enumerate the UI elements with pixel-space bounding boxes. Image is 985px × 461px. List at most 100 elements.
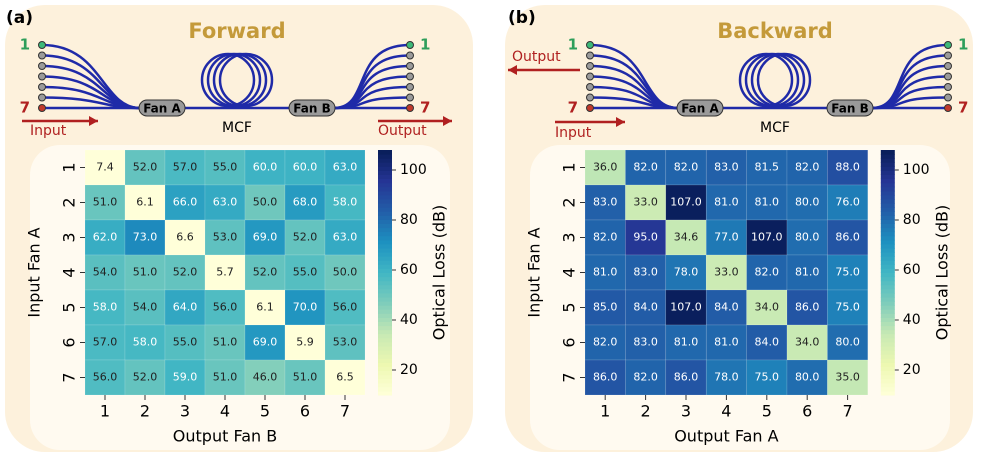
colorbar-segment xyxy=(881,346,895,351)
colorbar-segment xyxy=(881,244,895,249)
y-tick-label: 4 xyxy=(60,267,79,277)
port xyxy=(587,84,594,91)
cell-label: 52.0 xyxy=(173,266,198,279)
cell-label: 63.0 xyxy=(213,196,238,209)
colorbar-segment xyxy=(881,375,895,380)
colorbar-segment xyxy=(378,199,392,204)
port-first: 1 xyxy=(568,36,578,54)
cell-label: 78.0 xyxy=(714,371,739,384)
colorbar-segment xyxy=(881,297,895,302)
y-axis-label: Input Fan A xyxy=(525,227,544,317)
cell-label: 81.0 xyxy=(714,336,739,349)
cell-label: 64.0 xyxy=(173,301,198,314)
colorbar-segment xyxy=(881,240,895,245)
cell-label: 36.0 xyxy=(593,161,618,174)
colorbar-segment xyxy=(378,166,392,171)
colorbar-segment xyxy=(378,281,392,286)
cell-label: 107.0 xyxy=(670,196,702,209)
cell-label: 34.0 xyxy=(795,336,820,349)
colorbar-segment xyxy=(378,366,392,371)
colorbar-segment xyxy=(881,199,895,204)
x-tick-label: 1 xyxy=(100,402,110,421)
cell-label: 75.0 xyxy=(755,371,780,384)
port xyxy=(407,73,414,80)
cell-label: 81.0 xyxy=(674,336,699,349)
cell-label: 68.0 xyxy=(293,196,318,209)
colorbar-label: Optical Loss (dB) xyxy=(430,205,449,340)
fan-label: Fan A xyxy=(681,102,719,116)
colorbar-segment xyxy=(378,252,392,257)
colorbar-segment xyxy=(378,350,392,355)
panel-label: (a) xyxy=(6,8,33,28)
colorbar-segment xyxy=(378,240,392,245)
x-tick-label: 4 xyxy=(220,402,230,421)
cell-label: 53.0 xyxy=(213,231,238,244)
cell-label: 33.0 xyxy=(714,266,739,279)
x-tick-label: 6 xyxy=(300,402,310,421)
x-tick-label: 4 xyxy=(721,402,731,421)
port xyxy=(587,94,594,101)
colorbar-segment xyxy=(378,224,392,229)
colorbar-segment xyxy=(881,203,895,208)
cell-label: 62.0 xyxy=(93,231,118,244)
colorbar-segment xyxy=(881,195,895,200)
colorbar-segment xyxy=(881,322,895,327)
cell-label: 69.0 xyxy=(253,231,278,244)
colorbar-segment xyxy=(378,297,392,302)
colorbar-segment xyxy=(378,183,392,188)
cell-label: 34.6 xyxy=(674,231,699,244)
colorbar-segment xyxy=(378,150,392,155)
panel-label: (b) xyxy=(508,8,536,28)
colorbar-segment xyxy=(378,207,392,212)
x-tick-label: 5 xyxy=(260,402,270,421)
cell-label: 78.0 xyxy=(674,266,699,279)
cell-label: 60.0 xyxy=(253,161,278,174)
cell-label: 86.0 xyxy=(835,231,860,244)
colorbar-segment xyxy=(378,379,392,384)
cell-label: 83.0 xyxy=(714,161,739,174)
colorbar-segment xyxy=(378,273,392,278)
colorbar-tick-label: 100 xyxy=(400,162,427,178)
colorbar-segment xyxy=(378,191,392,196)
cell-label: 82.0 xyxy=(795,161,820,174)
port xyxy=(39,84,46,91)
cell-label: 85.0 xyxy=(593,301,618,314)
colorbar-segment xyxy=(881,179,895,184)
cell-label: 58.0 xyxy=(133,336,158,349)
colorbar-segment xyxy=(378,285,392,290)
colorbar-segment xyxy=(378,322,392,327)
cell-label: 82.0 xyxy=(593,336,618,349)
colorbar-segment xyxy=(378,330,392,335)
cell-label: 81.0 xyxy=(755,196,780,209)
colorbar-segment xyxy=(378,170,392,175)
fiber-label: MCF xyxy=(222,120,252,136)
colorbar-segment xyxy=(378,277,392,282)
cell-label: 58.0 xyxy=(93,301,118,314)
cell-label: 80.0 xyxy=(795,371,820,384)
colorbar-segment xyxy=(881,150,895,155)
port-last: 7 xyxy=(420,99,430,117)
colorbar-tick-label: 40 xyxy=(903,312,921,328)
colorbar-segment xyxy=(881,330,895,335)
cell-label: 73.0 xyxy=(133,231,158,244)
diagram-title: Forward xyxy=(188,19,285,43)
figure: (a)ForwardFan AFan BMCF1717InputOutput(b… xyxy=(0,0,985,457)
cell-label: 88.0 xyxy=(835,161,860,174)
colorbar-segment xyxy=(881,248,895,253)
cell-label: 34.0 xyxy=(755,301,780,314)
colorbar-segment xyxy=(881,342,895,347)
colorbar-tick-label: 60 xyxy=(903,262,921,278)
input-label: Input xyxy=(555,125,592,141)
colorbar-segment xyxy=(881,224,895,229)
colorbar-segment xyxy=(881,362,895,367)
y-tick-label: 7 xyxy=(60,372,79,382)
colorbar-segment xyxy=(378,362,392,367)
fiber-label: MCF xyxy=(760,120,790,136)
cell-label: 107.0 xyxy=(751,231,783,244)
cell-label: 84.0 xyxy=(755,336,780,349)
cell-label: 70.0 xyxy=(293,301,318,314)
cell-label: 81.0 xyxy=(593,266,618,279)
colorbar-segment xyxy=(378,244,392,249)
colorbar-segment xyxy=(378,387,392,392)
cell-label: 6.1 xyxy=(136,196,154,209)
